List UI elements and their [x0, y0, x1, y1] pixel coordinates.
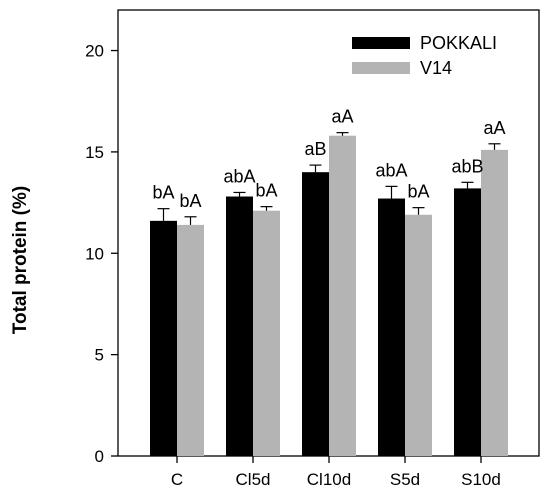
significance-label: bA: [407, 182, 429, 202]
legend-swatch-v14: [352, 62, 410, 74]
significance-label: bA: [152, 183, 174, 203]
y-tick-label: 5: [95, 346, 104, 365]
bar-pokkali-cl10d: [302, 172, 329, 456]
y-tick-label: 15: [85, 143, 104, 162]
significance-label: abA: [223, 166, 255, 186]
x-tick-label: Cl5d: [236, 470, 271, 489]
bar-v14-s5d: [405, 214, 432, 456]
bar-pokkali-c: [150, 220, 177, 456]
legend: POKKALI V14: [352, 33, 497, 78]
y-tick-label: 0: [95, 447, 104, 466]
significance-label: aA: [331, 107, 353, 127]
y-axis-label: Total protein (%): [10, 186, 31, 334]
y-tick-label: 20: [85, 42, 104, 61]
bar-pokkali-s10d: [454, 188, 481, 456]
significance-label: aB: [304, 139, 326, 159]
x-tick-label: S10d: [461, 470, 501, 489]
legend-label-pokkali: POKKALI: [420, 33, 497, 53]
y-axis: 0 5 10 15 20: [85, 42, 118, 466]
y-tick-label: 10: [85, 244, 104, 263]
bar-v14-cl10d: [329, 135, 356, 456]
significance-label: aA: [483, 118, 505, 138]
significance-label: abB: [451, 156, 483, 176]
x-tick-label: C: [171, 470, 183, 489]
legend-swatch-pokkali: [352, 37, 410, 49]
significance-label: bA: [179, 191, 201, 211]
significance-label: abA: [375, 160, 407, 180]
bar-pokkali-cl5d: [226, 196, 253, 456]
bar-v14-s10d: [481, 149, 508, 456]
bars: [150, 132, 508, 456]
bar-v14-cl5d: [253, 210, 280, 456]
x-tick-label: Cl10d: [307, 470, 351, 489]
legend-label-v14: V14: [420, 58, 452, 78]
bar-pokkali-s5d: [378, 198, 405, 456]
x-axis: C Cl5d Cl10d S5d S10d: [171, 456, 501, 489]
bar-v14-c: [177, 224, 204, 456]
x-tick-label: S5d: [390, 470, 420, 489]
significance-label: bA: [255, 181, 277, 201]
